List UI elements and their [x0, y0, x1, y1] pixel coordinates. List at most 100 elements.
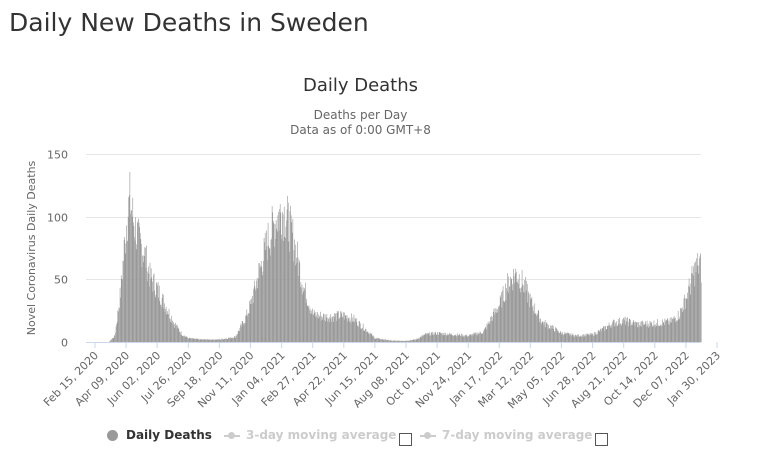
bar — [219, 339, 221, 342]
bar — [382, 339, 384, 342]
bar — [674, 317, 676, 342]
bar — [633, 321, 635, 342]
bar — [688, 285, 689, 342]
bar — [596, 334, 598, 342]
bar — [473, 333, 475, 342]
bar — [262, 271, 264, 342]
bar — [332, 317, 333, 342]
legend-item-3-day-average[interactable]: 3-day moving average — [224, 428, 396, 442]
bar — [600, 328, 601, 342]
bar — [646, 326, 647, 342]
bar — [249, 304, 251, 342]
bar — [525, 290, 527, 342]
bar — [161, 306, 162, 342]
bar — [619, 324, 621, 342]
bar — [697, 273, 699, 342]
bar — [458, 335, 460, 342]
bar — [539, 318, 541, 342]
bar — [448, 334, 450, 342]
bar — [487, 321, 489, 342]
3-day-average-checkbox[interactable] — [399, 433, 412, 446]
bar — [238, 330, 240, 342]
bar — [656, 322, 658, 342]
bar — [243, 323, 244, 342]
bar — [258, 263, 260, 342]
bar — [444, 332, 446, 342]
bar — [515, 268, 517, 342]
bar — [285, 238, 286, 342]
bar — [516, 271, 517, 342]
7-day-average-checkbox[interactable] — [595, 433, 608, 446]
bar — [256, 280, 257, 342]
bar — [570, 334, 571, 342]
bar — [602, 328, 604, 342]
bar — [567, 332, 568, 342]
bar — [668, 320, 670, 342]
bar — [361, 328, 362, 342]
bar — [406, 340, 407, 342]
bar — [654, 327, 656, 342]
bar — [115, 326, 117, 342]
bar — [340, 313, 342, 342]
bar — [505, 299, 507, 342]
bar — [566, 333, 567, 342]
bar — [479, 331, 481, 342]
legend-item-7-day-average[interactable]: 7-day moving average — [420, 428, 592, 442]
bar — [544, 322, 545, 342]
bar — [260, 265, 261, 342]
bar — [516, 281, 518, 342]
bar — [164, 303, 165, 342]
chart-title: Daily Deaths — [302, 75, 419, 96]
bar — [226, 338, 227, 342]
bar — [233, 336, 235, 342]
bar — [652, 325, 654, 342]
bar — [195, 338, 197, 342]
bar — [632, 319, 634, 342]
bar — [392, 340, 393, 342]
bar — [385, 340, 387, 342]
legend-item-daily-deaths[interactable]: Daily Deaths — [107, 428, 212, 442]
bar — [312, 308, 313, 342]
bar — [449, 334, 451, 342]
bar — [266, 246, 268, 342]
bar — [175, 322, 176, 342]
bar — [316, 315, 317, 342]
bar — [456, 336, 457, 342]
bar — [179, 331, 180, 342]
bar — [157, 282, 159, 342]
bar — [228, 338, 230, 342]
bar — [554, 331, 555, 342]
bar — [547, 328, 549, 342]
bar — [415, 339, 416, 342]
bar — [327, 321, 328, 342]
bar — [178, 328, 180, 342]
bar — [644, 325, 646, 342]
bar — [507, 276, 509, 342]
bar — [134, 237, 135, 342]
bar — [144, 247, 146, 342]
bar — [480, 332, 481, 342]
bar — [638, 322, 639, 342]
bar — [172, 324, 174, 342]
bar — [699, 258, 700, 342]
bar — [317, 318, 319, 342]
bar — [349, 317, 351, 342]
bar — [455, 334, 457, 342]
bar — [322, 319, 324, 342]
bar — [187, 338, 189, 342]
bar — [152, 291, 154, 342]
bar — [251, 304, 253, 342]
bar — [410, 340, 411, 342]
bar — [366, 332, 367, 342]
bar — [488, 323, 489, 342]
bar — [151, 277, 153, 342]
bar — [215, 339, 217, 342]
bar — [244, 323, 246, 342]
bar — [523, 285, 525, 342]
bar — [461, 333, 462, 342]
bar — [513, 268, 514, 342]
bar — [593, 335, 594, 342]
bar — [583, 334, 585, 342]
bar — [465, 335, 466, 342]
bar — [215, 339, 216, 342]
